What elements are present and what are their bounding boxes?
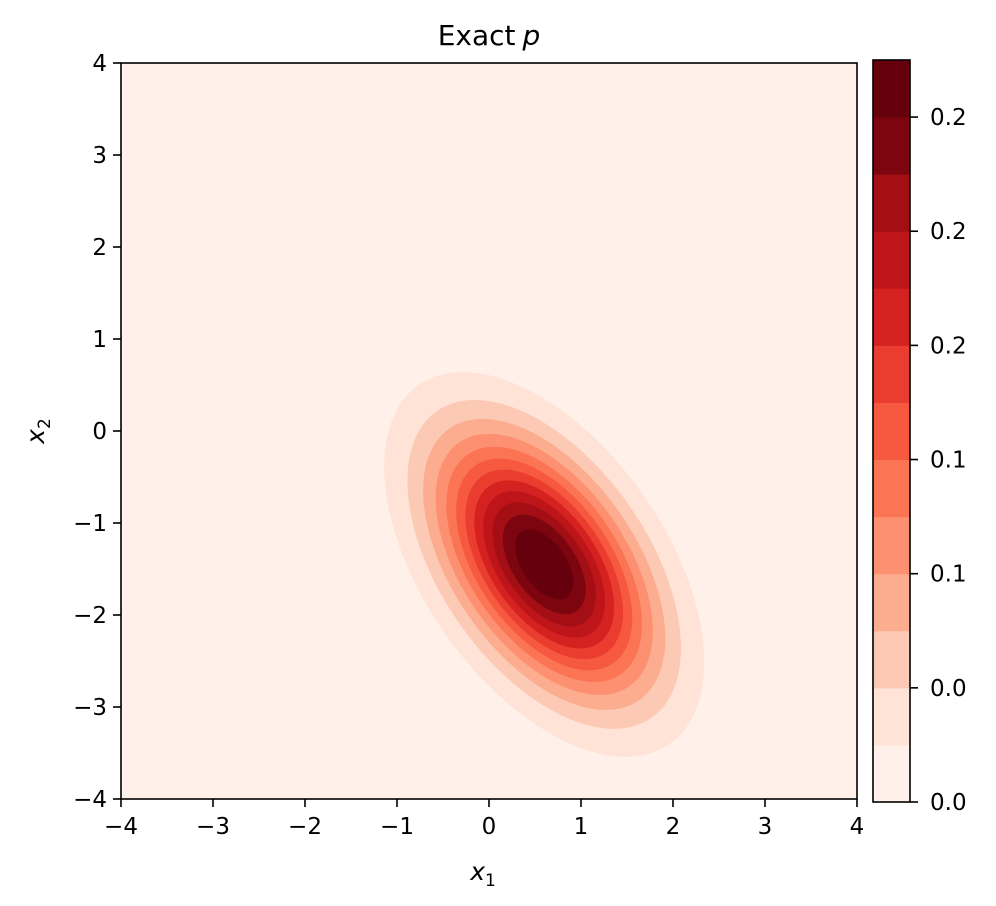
colorbar-tick-label: 0.2 — [930, 105, 967, 131]
y-tick-label: −4 — [73, 787, 107, 813]
x-tick-label: 0 — [482, 814, 497, 840]
x-tick-label: −4 — [104, 814, 138, 840]
y-tick-label: −1 — [73, 511, 107, 537]
colorbar-band-8 — [873, 288, 910, 346]
x-tick-label: 2 — [666, 814, 681, 840]
y-tick-label: 0 — [92, 419, 107, 445]
colorbar-band-4 — [873, 516, 910, 575]
colorbar-band-1 — [873, 687, 910, 746]
colorbar-bands — [873, 60, 910, 803]
colorbar-band-6 — [873, 402, 910, 461]
x-axis-ticks: −4 −3 −2 −1 0 1 2 3 4 — [104, 799, 864, 840]
x-tick-label: −3 — [196, 814, 230, 840]
x-tick-label: 1 — [574, 814, 589, 840]
colorbar-tick-label: 0.2 — [930, 219, 967, 245]
colorbar: 0.0 0.0 0.1 0.1 0.2 0.2 0.2 — [872, 59, 967, 816]
colorbar-band-5 — [873, 459, 910, 518]
x-tick-label: 3 — [758, 814, 773, 840]
x-axis-label-sub: 1 — [485, 871, 496, 891]
y-tick-label: 4 — [92, 51, 107, 77]
colorbar-band-10 — [873, 174, 910, 232]
colorbar-ticks: 0.0 0.0 0.1 0.1 0.2 0.2 0.2 — [910, 105, 967, 816]
colorbar-band-12 — [873, 60, 910, 118]
y-tick-label: −2 — [73, 603, 107, 629]
y-axis-label-base: x — [21, 429, 50, 445]
colorbar-band-3 — [873, 573, 910, 632]
colorbar-band-9 — [873, 231, 910, 289]
colorbar-tick-label: 0.1 — [930, 562, 967, 588]
x-tick-label: 4 — [850, 814, 865, 840]
y-tick-label: −3 — [73, 695, 107, 721]
colorbar-tick-label: 0.0 — [930, 676, 967, 702]
x-tick-label: −2 — [288, 814, 322, 840]
chart-title: Exact p — [438, 19, 541, 52]
y-axis-ticks: −4 −3 −2 −1 0 1 2 3 4 — [73, 51, 121, 813]
colorbar-band-7 — [873, 345, 910, 403]
y-axis-label-sub: 2 — [35, 418, 55, 429]
colorbar-tick-label: 0.0 — [930, 790, 967, 816]
plot-area — [120, 62, 858, 800]
y-axis-label: x2 — [21, 418, 55, 445]
colorbar-frame — [872, 59, 911, 803]
x-axis-label: x1 — [469, 857, 496, 891]
colorbar-tick-label: 0.1 — [930, 448, 967, 474]
y-tick-label: 3 — [92, 143, 107, 169]
colorbar-tick-label: 0.2 — [930, 333, 967, 359]
y-tick-label: 1 — [92, 327, 107, 353]
colorbar-band-2 — [873, 630, 910, 689]
x-tick-label: −1 — [380, 814, 414, 840]
chart-title-symbol: p — [522, 19, 541, 52]
contour-fills — [384, 372, 705, 757]
colorbar-band-0 — [873, 744, 910, 803]
y-tick-label: 2 — [92, 235, 107, 261]
colorbar-band-11 — [873, 117, 910, 175]
chart-title-text: Exact — [438, 19, 516, 52]
x-axis-label-base: x — [469, 857, 485, 886]
contour-band-12 — [515, 529, 574, 600]
